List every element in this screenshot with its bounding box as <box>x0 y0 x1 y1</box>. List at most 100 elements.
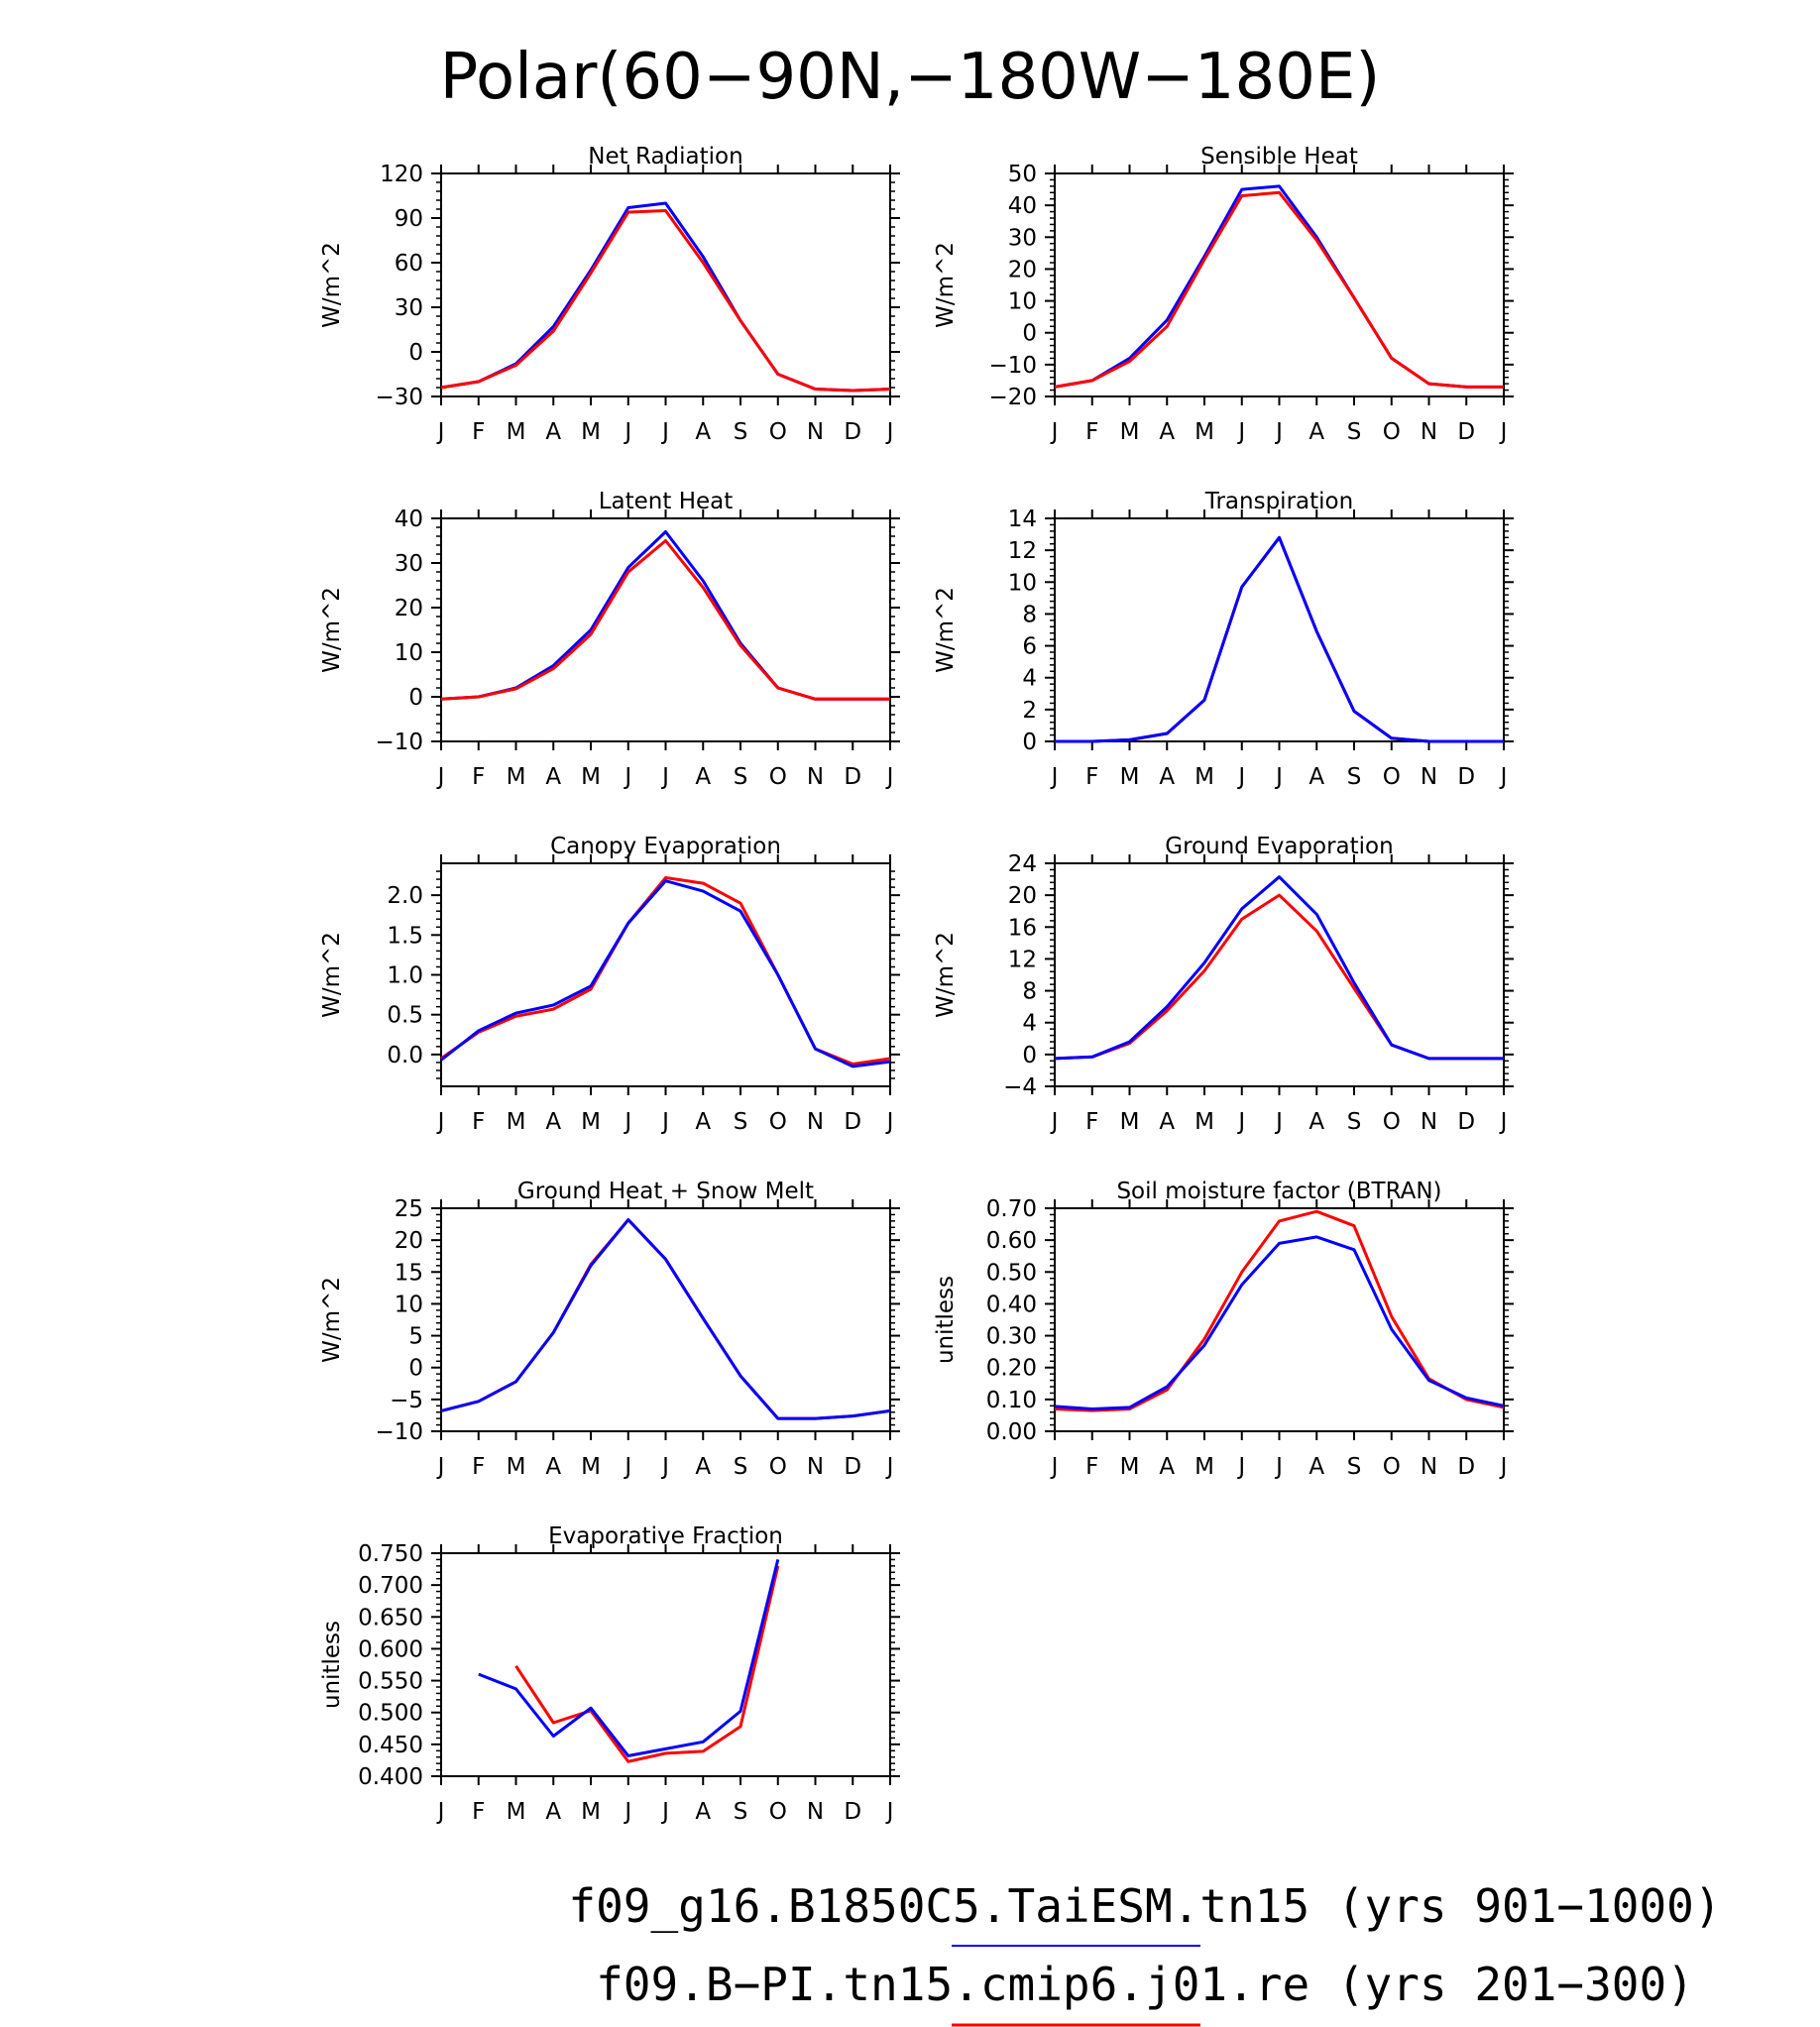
x-tick-label: A <box>1159 419 1175 445</box>
x-tick-label: D <box>844 1799 861 1825</box>
x-tick-label: J <box>885 1454 894 1480</box>
y-tick-label: 2 <box>1022 698 1037 724</box>
x-tick-label: F <box>472 764 485 790</box>
x-tick-label: J <box>1274 1109 1283 1135</box>
y-tick-label: 0.00 <box>986 1419 1037 1445</box>
y-tick-label: −20 <box>988 385 1037 410</box>
y-tick-label: 20 <box>1008 257 1037 282</box>
series-line-red <box>514 1565 780 1763</box>
x-tick-label: D <box>1457 419 1475 445</box>
y-tick-label: 0.60 <box>986 1228 1037 1254</box>
x-tick-label: D <box>844 419 861 445</box>
x-tick-label: A <box>695 764 711 790</box>
panel-soil-moisture-factor-btran: J F M A M J J A S O N D J0.000.100.200.300.400.500.6… <box>933 1179 1514 1480</box>
x-tick-label: A <box>695 1109 711 1135</box>
x-tick-label: O <box>769 764 787 790</box>
x-tick-label: A <box>1308 1454 1324 1480</box>
y-tick-label: 10 <box>395 1292 423 1317</box>
x-tick-label: M <box>507 1109 526 1135</box>
y-tick-label: 8 <box>1022 602 1037 627</box>
y-axis-label: unitless <box>319 1621 345 1709</box>
x-tick-label: F <box>1085 419 1098 445</box>
y-tick-label: −5 <box>390 1388 423 1413</box>
x-tick-label: M <box>581 764 601 790</box>
panel-title: Ground Evaporation <box>1165 834 1393 859</box>
x-tick-label: F <box>1085 764 1098 790</box>
y-axis-label: unitless <box>933 1276 959 1364</box>
x-tick-label: O <box>1383 1454 1401 1480</box>
x-tick-label: J <box>885 764 894 790</box>
y-tick-label: 10 <box>1008 289 1037 315</box>
x-tick-label: S <box>734 419 748 445</box>
x-tick-label: F <box>472 1109 485 1135</box>
x-tick-label: M <box>1120 764 1140 790</box>
x-tick-label: D <box>1457 1109 1475 1135</box>
y-tick-label: 0 <box>1022 730 1037 755</box>
y-tick-label: 0.70 <box>986 1196 1037 1222</box>
panel-canopy-evaporation: J F M A M J J A S O N D J0.00.51.01.52.0W/m^2Canopy … <box>319 834 900 1135</box>
legend-label-cmip6: f09.B−PI.tn15.cmip6.j01.re (yrs 201−300) <box>596 1958 1694 2011</box>
y-tick-label: 0.10 <box>986 1388 1037 1413</box>
y-tick-label: 30 <box>395 551 423 577</box>
x-tick-label: J <box>1236 1454 1245 1480</box>
y-axis-label: W/m^2 <box>933 242 959 328</box>
x-tick-label: A <box>695 419 711 445</box>
x-tick-label: M <box>1120 419 1140 445</box>
x-tick-label: J <box>436 1109 445 1135</box>
series-line-red <box>440 876 891 1066</box>
x-tick-label: J <box>660 1454 669 1480</box>
x-tick-label: N <box>1421 419 1437 445</box>
x-tick-label: J <box>623 1109 631 1135</box>
x-tick-label: J <box>660 419 669 445</box>
x-tick-label: N <box>807 419 824 445</box>
x-tick-label: S <box>1347 764 1362 790</box>
y-tick-label: 30 <box>1008 225 1037 251</box>
x-tick-label: J <box>623 1454 631 1480</box>
plot-frame <box>1054 1207 1505 1432</box>
x-tick-label: D <box>844 1454 861 1480</box>
x-tick-label: J <box>1236 764 1245 790</box>
y-tick-label: −10 <box>375 730 423 755</box>
y-tick-label: 12 <box>1008 538 1037 564</box>
y-tick-label: 25 <box>395 1196 423 1222</box>
x-tick-label: O <box>1383 1109 1401 1135</box>
y-axis-label: W/m^2 <box>933 587 959 673</box>
panel-title: Transpiration <box>1204 489 1353 514</box>
x-tick-label: A <box>1308 1109 1324 1135</box>
y-tick-label: −30 <box>375 385 423 410</box>
y-tick-label: 0.400 <box>358 1764 423 1790</box>
x-tick-label: A <box>545 419 561 445</box>
y-tick-label: −10 <box>375 1419 423 1445</box>
y-tick-label: 0.650 <box>358 1605 423 1631</box>
series-line-blue <box>1054 184 1504 389</box>
x-tick-label: M <box>581 1799 601 1825</box>
x-tick-label: A <box>545 764 561 790</box>
x-tick-label: N <box>1421 764 1437 790</box>
panel-title: Canopy Evaporation <box>550 834 781 859</box>
y-tick-label: 0.30 <box>986 1324 1037 1350</box>
y-tick-label: 1.0 <box>387 963 423 989</box>
y-tick-label: 0.550 <box>358 1669 423 1695</box>
x-tick-label: J <box>436 1799 445 1825</box>
y-tick-label: 12 <box>1008 947 1037 972</box>
y-axis-label: W/m^2 <box>319 932 345 1018</box>
panel-title: Latent Heat <box>599 489 734 514</box>
y-tick-label: −4 <box>1003 1074 1037 1100</box>
x-tick-label: D <box>1457 764 1475 790</box>
series-line-red <box>1055 535 1504 743</box>
x-tick-label: O <box>769 1109 787 1135</box>
x-tick-label: F <box>472 1799 485 1825</box>
series-line-red <box>440 1218 891 1420</box>
panel-title: Ground Heat + Snow Melt <box>517 1179 814 1204</box>
plot-frame <box>440 1207 891 1432</box>
x-tick-label: M <box>507 764 526 790</box>
x-tick-label: J <box>1274 1454 1283 1480</box>
x-tick-label: J <box>1236 419 1245 445</box>
y-tick-label: 0 <box>1022 321 1037 347</box>
x-tick-label: A <box>545 1109 561 1135</box>
y-tick-label: 20 <box>1008 883 1037 909</box>
x-tick-label: J <box>623 1799 631 1825</box>
x-tick-label: N <box>807 764 824 790</box>
